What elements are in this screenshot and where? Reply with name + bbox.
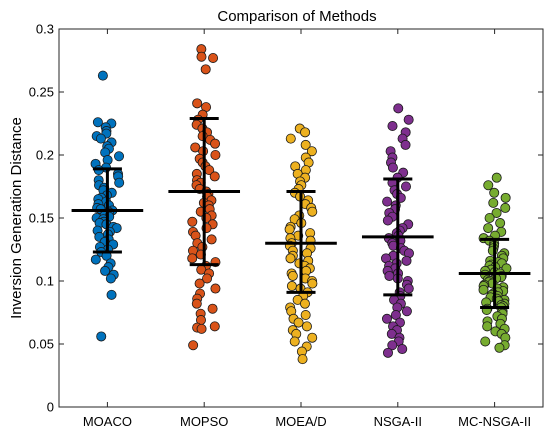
data-point [284, 224, 295, 235]
data-point [397, 344, 408, 355]
data-point [488, 197, 499, 208]
data-point [92, 117, 103, 128]
x-axis: MOACO MOPSO MOEA/D NSGA-II MC-NSGA-II [83, 29, 531, 429]
data-point [96, 331, 107, 342]
data-point [95, 133, 106, 144]
data-point [210, 138, 221, 149]
data-point [401, 255, 412, 266]
data-point [491, 172, 502, 183]
data-point [287, 270, 298, 281]
data-point [196, 323, 207, 334]
data-point [289, 336, 300, 347]
data-point [187, 253, 198, 264]
data-point [194, 278, 205, 289]
data-point [300, 139, 311, 150]
data-point [285, 253, 296, 264]
data-point [90, 254, 101, 265]
data-point [209, 321, 220, 332]
data-point [210, 283, 221, 294]
data-point [307, 332, 318, 343]
data-point [478, 284, 489, 295]
data-point [484, 212, 495, 223]
data-point [387, 162, 398, 173]
data-point [114, 177, 125, 188]
y-tick-label: 0.15 [29, 211, 54, 226]
data-point [483, 180, 494, 191]
x-tick-label: MC-NSGA-II [458, 414, 531, 429]
data-point [400, 139, 411, 150]
data-point [382, 347, 393, 358]
data-point [306, 146, 317, 157]
data-point [480, 336, 491, 347]
data-point [382, 215, 393, 226]
data-point [491, 207, 502, 218]
data-point [200, 64, 211, 75]
chart-title: Comparison of Methods [217, 8, 376, 25]
data-point [206, 234, 217, 245]
data-point [482, 321, 493, 332]
data-point [382, 196, 393, 207]
x-tick-label: NSGA-II [374, 414, 422, 429]
data-point [192, 98, 203, 109]
data-point [297, 354, 308, 365]
y-tick-label: 0.25 [29, 85, 54, 100]
data-point [188, 340, 199, 351]
data-point [97, 70, 108, 81]
data-point [307, 206, 318, 217]
data-point [190, 142, 201, 153]
y-tick-label: 0.2 [36, 148, 54, 163]
data-point [400, 181, 411, 192]
data-point [285, 133, 296, 144]
data-point [196, 51, 207, 62]
data-point [209, 171, 220, 182]
data-point [489, 187, 500, 198]
data-point [299, 298, 310, 309]
data-point [387, 340, 398, 351]
data-point [387, 121, 398, 132]
data-point [286, 281, 297, 292]
x-tick-label: MOEA/D [275, 414, 326, 429]
data-point [106, 289, 117, 300]
mean-and-std-markers [71, 116, 531, 309]
data-point [300, 127, 311, 138]
y-axis-label: Inversion Generation Distance [8, 117, 25, 319]
data-point [208, 52, 219, 63]
data-point [105, 273, 116, 284]
y-tick-label: 0.3 [36, 22, 54, 37]
data-point [187, 216, 198, 227]
data-point [114, 151, 125, 162]
data-point [293, 317, 304, 328]
data-point [210, 149, 221, 160]
data-point [300, 310, 311, 321]
data-point [500, 192, 511, 203]
data-point [403, 283, 414, 294]
data-point [393, 103, 404, 114]
data-point [207, 303, 218, 314]
y-tick-label: 0.1 [36, 274, 54, 289]
data-point [494, 342, 505, 353]
data-point [495, 218, 506, 229]
y-tick-label: 0.05 [29, 337, 54, 352]
data-point [202, 273, 213, 284]
y-axis: 0 0.05 0.1 0.15 0.2 0.25 0.3 [29, 22, 543, 415]
data-point [500, 202, 511, 213]
x-tick-label: MOPSO [180, 414, 228, 429]
data-point [483, 223, 494, 234]
data-point [307, 278, 318, 289]
data-point [403, 114, 414, 125]
data-point [384, 270, 395, 281]
data-point [301, 321, 312, 332]
x-tick-label: MOACO [83, 414, 132, 429]
data-point [390, 310, 401, 321]
data-point [191, 298, 202, 309]
data-point [401, 306, 412, 317]
data-point [381, 313, 392, 324]
data-point [100, 265, 111, 276]
y-tick-label: 0 [47, 400, 54, 415]
